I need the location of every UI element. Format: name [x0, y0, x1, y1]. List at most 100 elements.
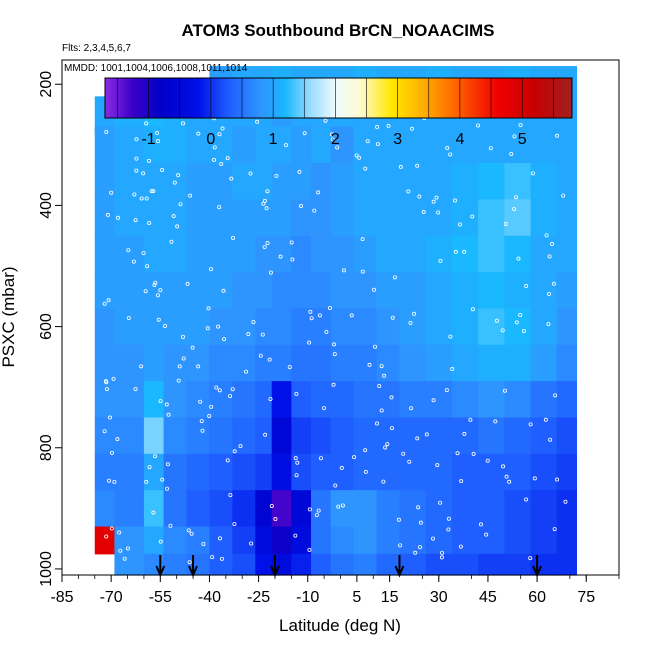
observation-marker: [379, 364, 384, 369]
observation-marker: [340, 503, 345, 508]
observation-marker: [262, 244, 267, 249]
heatmap-cell: [114, 126, 145, 164]
heatmap-cell: [311, 344, 332, 382]
heatmap-cell: [311, 235, 332, 273]
observation-marker: [238, 444, 243, 449]
observation-marker: [330, 137, 335, 142]
heatmap-cell: [143, 126, 165, 164]
observation-marker: [478, 522, 483, 527]
observation-marker: [438, 500, 443, 505]
observation-marker: [118, 548, 123, 553]
heatmap-cell: [232, 526, 256, 555]
observation-marker: [219, 161, 224, 166]
observation-marker: [287, 365, 292, 370]
observation-marker: [431, 398, 436, 403]
heatmap-cell: [209, 526, 233, 555]
observation-marker: [297, 169, 302, 174]
heatmap-cell: [399, 553, 427, 576]
heatmap-cell: [353, 308, 378, 346]
x-tick-label: -10: [296, 589, 319, 606]
heatmap-cell: [94, 199, 116, 237]
observation-marker: [228, 493, 233, 498]
observation-marker: [462, 249, 467, 254]
heatmap-cell: [255, 235, 273, 273]
heatmap-cell: [186, 453, 211, 491]
observation-marker: [385, 442, 390, 447]
heatmap-cell: [94, 272, 116, 310]
heatmap-cell: [143, 163, 165, 200]
heatmap-cell: [376, 235, 401, 273]
heatmap-cell: [209, 272, 233, 310]
heatmap-cell: [143, 235, 165, 273]
observation-marker: [263, 432, 268, 437]
heatmap-cell: [186, 490, 211, 528]
flights-label: Flts: 2,3,4,5,6,7: [62, 43, 131, 54]
observation-marker: [105, 212, 110, 217]
heatmap-cell: [291, 272, 312, 310]
heatmap-cell: [530, 490, 558, 528]
heatmap-cell: [556, 163, 578, 200]
observation-marker: [186, 528, 191, 533]
observation-marker: [185, 281, 190, 286]
heatmap-cell: [504, 490, 532, 528]
heatmap-cell: [94, 453, 116, 491]
observation-marker: [246, 332, 251, 337]
heatmap-cell: [291, 126, 312, 164]
heatmap-cell: [504, 344, 532, 382]
observation-marker: [214, 385, 219, 390]
heatmap-cell: [114, 553, 145, 576]
observation-marker: [317, 313, 322, 318]
observation-marker: [396, 517, 401, 522]
x-tick-label: -25: [247, 589, 270, 606]
observation-marker: [308, 309, 313, 314]
heatmap-cell: [255, 308, 273, 346]
heatmap-cell: [425, 235, 453, 273]
colorbar-tick-label: 4: [455, 131, 464, 148]
observation-marker: [139, 364, 144, 369]
heatmap-cell: [114, 344, 145, 382]
heatmap-cell: [556, 490, 578, 528]
x-tick-label: -55: [149, 589, 172, 606]
observation-marker: [374, 421, 379, 426]
heatmap-cell: [311, 526, 332, 555]
x-axis-label: Latitude (deg N): [279, 616, 401, 635]
observation-marker: [125, 546, 130, 551]
heatmap-cell: [376, 199, 401, 237]
observation-marker: [143, 289, 148, 294]
observation-marker: [446, 527, 451, 532]
heatmap-cell: [451, 308, 479, 346]
observation-marker: [431, 536, 436, 541]
heatmap-cell: [399, 235, 427, 273]
observation-marker: [104, 387, 109, 392]
heatmap-cell: [376, 308, 401, 346]
colorbar-tick-label: -1: [141, 131, 155, 148]
heatmap-cell: [186, 344, 211, 382]
observation-marker: [217, 388, 222, 393]
heatmap-cell: [504, 126, 532, 164]
observation-marker: [512, 207, 517, 212]
observation-marker: [188, 193, 193, 198]
heatmap-cell: [186, 235, 211, 273]
observation-marker: [131, 259, 136, 264]
heatmap-cell: [376, 126, 401, 164]
heatmap-cell: [291, 163, 312, 200]
heatmap-cell: [425, 553, 453, 576]
observation-marker: [134, 168, 139, 173]
observation-marker: [501, 464, 506, 469]
observation-marker: [205, 326, 210, 331]
chart-title: ATOM3 Southbound BrCN_NOAACIMS: [182, 21, 495, 40]
heatmap-cell: [255, 553, 273, 576]
heatmap-cell: [271, 308, 292, 346]
observation-marker: [165, 486, 170, 491]
observation-marker: [329, 132, 334, 137]
colorbar-tick-label: 5: [518, 131, 527, 148]
heatmap-cell: [186, 199, 211, 237]
observation-marker: [209, 267, 214, 272]
observation-marker: [550, 241, 555, 246]
observation-marker: [318, 456, 323, 461]
heatmap-cell: [186, 553, 211, 576]
heatmap-cell: [209, 126, 233, 164]
heatmap-cell: [556, 199, 578, 237]
heatmap-cell: [451, 381, 479, 419]
observation-marker: [265, 189, 270, 194]
